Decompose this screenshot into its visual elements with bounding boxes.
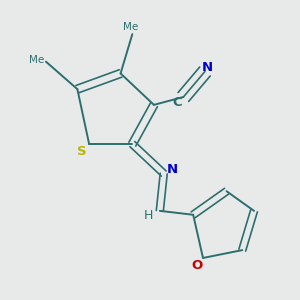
- Text: C: C: [173, 96, 182, 110]
- Text: H: H: [144, 209, 154, 222]
- Text: N: N: [201, 61, 212, 74]
- Text: N: N: [167, 163, 178, 176]
- Text: S: S: [77, 145, 87, 158]
- Text: Me: Me: [28, 55, 44, 65]
- Text: O: O: [191, 259, 203, 272]
- Text: Me: Me: [123, 22, 138, 32]
